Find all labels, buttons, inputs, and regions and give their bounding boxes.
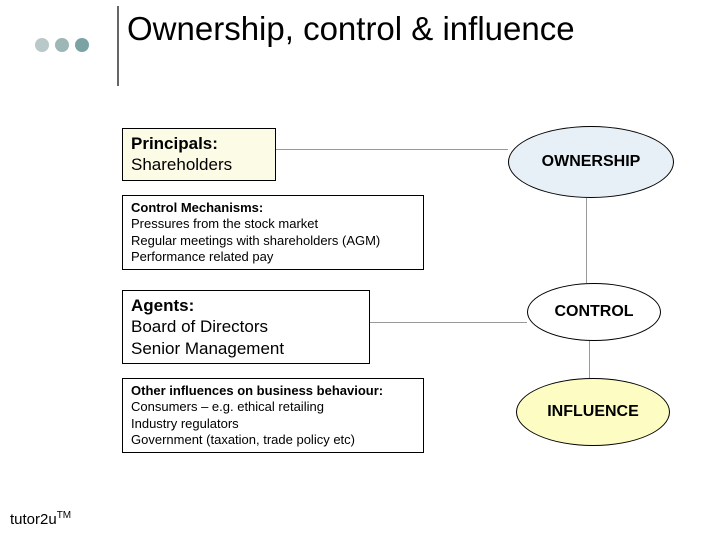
dot-1 [35,38,49,52]
box-agents-heading: Agents: [131,295,361,316]
ellipse-influence: INFLUENCE [516,378,670,446]
dot-3 [75,38,89,52]
connector-line [276,149,508,150]
title-divider [117,6,119,86]
box-line: Shareholders [131,154,267,175]
box-control-mech-heading: Control Mechanisms: [131,200,415,216]
box-line: Regular meetings with shareholders (AGM) [131,233,415,249]
ellipse-ownership: OWNERSHIP [508,126,674,198]
box-agents: Agents: Board of DirectorsSenior Managem… [122,290,370,364]
header-dots [35,38,89,52]
box-other-heading: Other influences on business behaviour: [131,383,415,399]
footer-tm: TM [57,510,71,521]
box-principals-heading: Principals: [131,133,267,154]
ellipse-influence-label: INFLUENCE [547,403,639,421]
connector-line [370,322,527,323]
ellipse-ownership-label: OWNERSHIP [542,153,641,171]
box-line: Pressures from the stock market [131,216,415,232]
box-line: Consumers – e.g. ethical retailing [131,399,415,415]
box-line: Senior Management [131,338,361,359]
connector-line [589,341,590,378]
box-line: Industry regulators [131,416,415,432]
dot-2 [55,38,69,52]
box-other-influences: Other influences on business behaviour: … [122,378,424,453]
footer-brand: tutor2uTM [10,510,71,528]
box-control-mechanisms: Control Mechanisms: Pressures from the s… [122,195,424,270]
connector-line [586,198,587,283]
ellipse-control: CONTROL [527,283,661,341]
box-line: Board of Directors [131,316,361,337]
footer-brand-text: tutor2u [10,511,57,528]
box-principals: Principals: Shareholders [122,128,276,181]
box-line: Performance related pay [131,249,415,265]
box-line: Government (taxation, trade policy etc) [131,432,415,448]
ellipse-control-label: CONTROL [554,303,633,321]
slide-title: Ownership, control & influence [127,10,575,48]
